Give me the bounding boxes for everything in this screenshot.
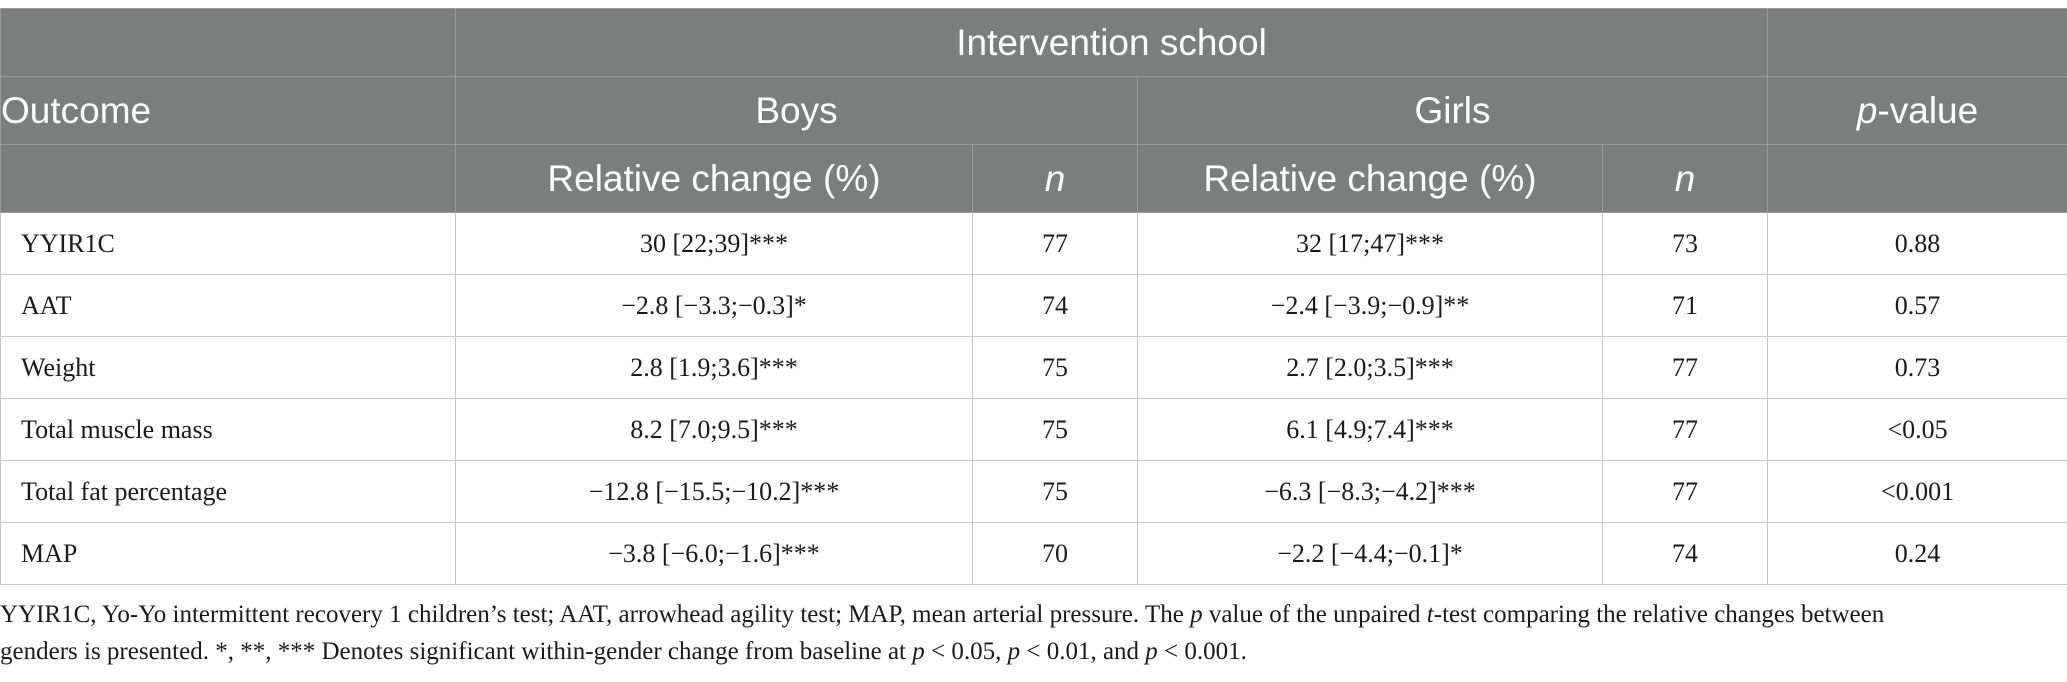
header-row-2: Outcome Boys Girls p-value bbox=[0, 76, 2067, 145]
girls-relative-change-header: Relative change (%) bbox=[1137, 144, 1603, 213]
boys-change-cell: −2.8 [−3.3;−0.3]* bbox=[455, 274, 973, 337]
pvalue-cell: 0.24 bbox=[1767, 522, 2067, 585]
table-row: YYIR1C 30 [22;39]*** 77 32 [17;47]*** 73… bbox=[0, 212, 2067, 275]
table-row: Weight 2.8 [1.9;3.6]*** 75 2.7 [2.0;3.5]… bbox=[0, 336, 2067, 399]
footnote-text: value of the unpaired bbox=[1202, 601, 1427, 628]
pvalue-cell: <0.001 bbox=[1767, 460, 2067, 523]
intervention-school-header: Intervention school bbox=[454, 8, 1769, 77]
footnote-text: < 0.01, and bbox=[1020, 638, 1146, 665]
pvalue-header-p: p bbox=[1856, 89, 1878, 131]
boys-n-cell: 75 bbox=[972, 398, 1138, 461]
footnote-line-2: genders is presented. *, **, *** Denotes… bbox=[0, 633, 2067, 670]
boys-n-cell: 77 bbox=[972, 212, 1138, 275]
table-row: Total muscle mass 8.2 [7.0;9.5]*** 75 6.… bbox=[0, 398, 2067, 461]
girls-change-cell: 6.1 [4.9;7.4]*** bbox=[1137, 398, 1603, 461]
boys-change-cell: 2.8 [1.9;3.6]*** bbox=[455, 336, 973, 399]
pvalue-cell: 0.73 bbox=[1767, 336, 2067, 399]
outcome-cell: Weight bbox=[0, 336, 456, 399]
pvalue-header: p-value bbox=[1767, 76, 2067, 145]
header-empty-cell bbox=[1767, 144, 2067, 213]
pvalue-cell: <0.05 bbox=[1767, 398, 2067, 461]
results-table-container: Intervention school Outcome Boys Girls p… bbox=[0, 8, 2067, 585]
header-row-1: Intervention school bbox=[0, 8, 2067, 77]
girls-change-cell: −2.2 [−4.4;−0.1]* bbox=[1137, 522, 1603, 585]
pvalue-cell: 0.88 bbox=[1767, 212, 2067, 275]
boys-n-header: n bbox=[972, 144, 1138, 213]
footnote-text: -test comparing the relative changes bet… bbox=[1433, 601, 1885, 628]
header-empty-cell bbox=[0, 8, 456, 77]
footnote-italic: p bbox=[912, 638, 925, 665]
table-row: AAT −2.8 [−3.3;−0.3]* 74 −2.4 [−3.9;−0.9… bbox=[0, 274, 2067, 337]
boys-change-cell: −3.8 [−6.0;−1.6]*** bbox=[455, 522, 973, 585]
pvalue-cell: 0.57 bbox=[1767, 274, 2067, 337]
girls-change-cell: −6.3 [−8.3;−4.2]*** bbox=[1137, 460, 1603, 523]
boys-change-cell: 8.2 [7.0;9.5]*** bbox=[455, 398, 973, 461]
footnote-text: genders is presented. *, **, *** Denotes… bbox=[0, 638, 913, 665]
outcome-cell: Total muscle mass bbox=[0, 398, 456, 461]
footnote-italic: t bbox=[1426, 601, 1434, 628]
girls-n-cell: 73 bbox=[1601, 212, 1769, 275]
girls-n-cell: 74 bbox=[1601, 522, 1769, 585]
header-empty-cell bbox=[0, 144, 456, 213]
outcome-cell: Total fat percentage bbox=[0, 460, 456, 523]
outcome-cell: MAP bbox=[0, 522, 456, 585]
girls-n-header: n bbox=[1601, 144, 1769, 213]
footnote-text: < 0.05, bbox=[924, 638, 1008, 665]
boys-relative-change-header: Relative change (%) bbox=[455, 144, 973, 213]
header-empty-cell bbox=[1767, 8, 2067, 77]
outcome-cell: AAT bbox=[0, 274, 456, 337]
boys-n-cell: 70 bbox=[972, 522, 1138, 585]
footnote-line-1: YYIR1C, Yo-Yo intermittent recovery 1 ch… bbox=[0, 596, 2067, 633]
boys-n-cell: 75 bbox=[972, 336, 1138, 399]
table-row: MAP −3.8 [−6.0;−1.6]*** 70 −2.2 [−4.4;−0… bbox=[0, 522, 2067, 585]
header-row-3: Relative change (%) n Relative change (%… bbox=[0, 144, 2067, 213]
footnote-text: < 0.001. bbox=[1157, 638, 1247, 665]
girls-n-cell: 77 bbox=[1601, 336, 1769, 399]
boys-change-cell: 30 [22;39]*** bbox=[455, 212, 973, 275]
girls-n-cell: 77 bbox=[1601, 460, 1769, 523]
results-table: Intervention school Outcome Boys Girls p… bbox=[0, 8, 2067, 585]
table-footnote: YYIR1C, Yo-Yo intermittent recovery 1 ch… bbox=[0, 596, 2067, 670]
outcome-header: Outcome bbox=[0, 76, 456, 145]
girls-change-cell: −2.4 [−3.9;−0.9]** bbox=[1137, 274, 1603, 337]
footnote-italic: p bbox=[1145, 638, 1158, 665]
boys-n-cell: 74 bbox=[972, 274, 1138, 337]
footnote-text: YYIR1C, Yo-Yo intermittent recovery 1 ch… bbox=[0, 601, 1191, 628]
girls-n-cell: 77 bbox=[1601, 398, 1769, 461]
footnote-italic: p bbox=[1190, 601, 1203, 628]
girls-change-cell: 2.7 [2.0;3.5]*** bbox=[1137, 336, 1603, 399]
boys-header: Boys bbox=[455, 76, 1138, 145]
pvalue-header-rest: -value bbox=[1877, 89, 1979, 131]
table-row: Total fat percentage −12.8 [−15.5;−10.2]… bbox=[0, 460, 2067, 523]
boys-n-cell: 75 bbox=[972, 460, 1138, 523]
footnote-italic: p bbox=[1007, 638, 1021, 665]
boys-change-cell: −12.8 [−15.5;−10.2]*** bbox=[455, 460, 973, 523]
girls-header: Girls bbox=[1136, 76, 1769, 145]
girls-n-cell: 71 bbox=[1601, 274, 1769, 337]
girls-change-cell: 32 [17;47]*** bbox=[1137, 212, 1603, 275]
outcome-cell: YYIR1C bbox=[0, 212, 456, 275]
